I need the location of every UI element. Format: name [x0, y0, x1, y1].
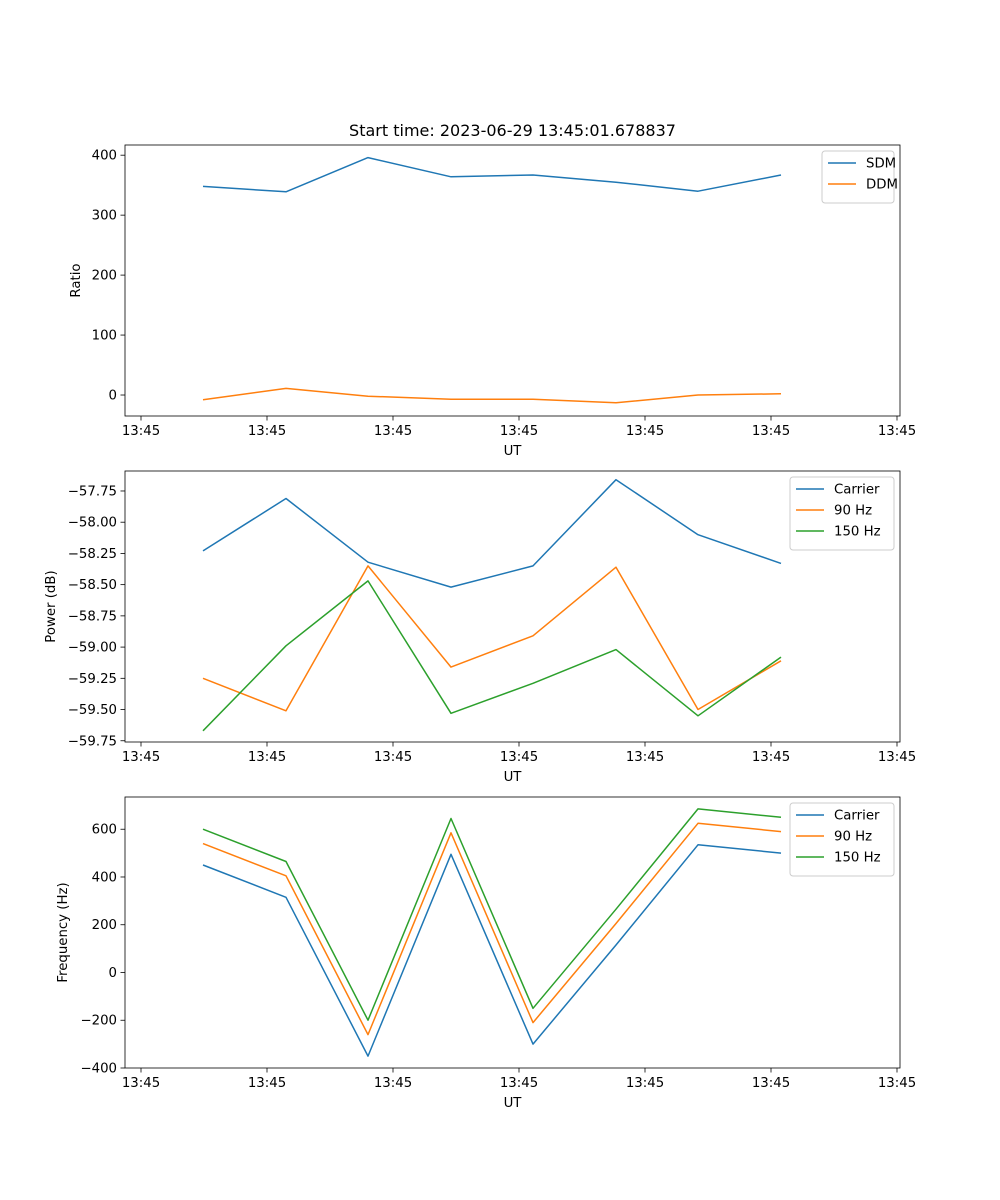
- x-tick-label: 13:45: [878, 750, 916, 765]
- y-tick-label: −59.75: [68, 734, 117, 749]
- y-tick-label: 200: [92, 269, 117, 284]
- x-tick-label: 13:45: [122, 1076, 160, 1091]
- series-line-150-hz: [202, 580, 782, 732]
- legend-entry: 90 Hz: [834, 504, 872, 519]
- x-tick-label: 13:45: [500, 1076, 538, 1091]
- y-tick-label: 600: [92, 823, 117, 838]
- y-tick-label: −57.75: [68, 484, 117, 499]
- subplot-3: 13:45 13:45 13:45 13:45 13:45 13:45 13:45 −400 −…: [56, 796, 916, 1111]
- y-tick-label: −58.50: [68, 578, 117, 593]
- y-tick-label: −200: [80, 1014, 117, 1029]
- legend-entry: Carrier: [834, 483, 880, 498]
- x-axis-label: UT: [504, 444, 523, 459]
- x-tick-label: 13:45: [752, 1076, 790, 1091]
- x-tick-label: 13:45: [752, 750, 790, 765]
- x-tick-label: 13:45: [122, 750, 160, 765]
- y-tick-label: 0: [109, 966, 117, 981]
- subplot-2: 13:45 13:45 13:45 13:45 13:45 13:45 13:45 −59.7…: [44, 470, 916, 785]
- chart-title: Start time: 2023-06-29 13:45:01.678837: [349, 121, 676, 140]
- legend: Carrier 90 Hz 150 Hz: [789, 802, 895, 877]
- x-tick-label: 13:45: [374, 424, 412, 439]
- x-tick-label: 13:45: [248, 750, 286, 765]
- series-line-sdm: [202, 156, 782, 193]
- y-tick-label: 200: [92, 918, 117, 933]
- y-tick-label: 300: [92, 209, 117, 224]
- y-axis-label: Frequency (Hz): [56, 882, 71, 982]
- y-axis-label: Power (dB): [44, 570, 59, 642]
- series-line-90-hz: [202, 565, 782, 712]
- legend: Carrier 90 Hz 150 Hz: [789, 476, 895, 551]
- series-line-150-hz: [202, 808, 782, 1021]
- x-tick-label: 13:45: [248, 424, 286, 439]
- y-tick-label: −58.75: [68, 609, 117, 624]
- x-tick-label: 13:45: [500, 424, 538, 439]
- y-axis-label: Ratio: [69, 263, 84, 297]
- y-tick-label: −400: [80, 1062, 117, 1077]
- axes-frame: [124, 796, 901, 1069]
- x-tick-label: 13:45: [122, 424, 160, 439]
- y-tick-label: 0: [109, 389, 117, 404]
- legend-entry: 150 Hz: [834, 851, 881, 866]
- y-tick-label: −58.25: [68, 547, 117, 562]
- legend-entry: DDM: [866, 178, 898, 193]
- legend-entry: 150 Hz: [834, 525, 881, 540]
- series-line-90-hz: [202, 822, 782, 1036]
- legend-entry: Carrier: [834, 809, 880, 824]
- y-tick-label: −59.25: [68, 672, 117, 687]
- y-tick-label: 400: [92, 870, 117, 885]
- x-tick-label: 13:45: [626, 1076, 664, 1091]
- x-axis-label: UT: [504, 1096, 523, 1111]
- y-tick-label: −59.50: [68, 703, 117, 718]
- y-tick-label: −59.00: [68, 641, 117, 656]
- x-axis-label: UT: [504, 770, 523, 785]
- x-tick-label: 13:45: [878, 1076, 916, 1091]
- series-line-carrier: [202, 478, 782, 588]
- series-line-ddm: [202, 387, 782, 404]
- x-tick-label: 13:45: [878, 424, 916, 439]
- x-tick-label: 13:45: [500, 750, 538, 765]
- axes-frame: [124, 470, 901, 743]
- x-tick-label: 13:45: [374, 1076, 412, 1091]
- y-tick-label: 100: [92, 329, 117, 344]
- axes-frame: [124, 144, 901, 417]
- x-tick-label: 13:45: [752, 424, 790, 439]
- x-tick-label: 13:45: [626, 424, 664, 439]
- series-line-carrier: [202, 844, 782, 1057]
- legend-box: [821, 150, 895, 204]
- x-tick-label: 13:45: [248, 1076, 286, 1091]
- subplot-1: 13:45 13:45 13:45 13:45 13:45 13:45 13:45 0 100 2…: [69, 144, 916, 459]
- legend-entry: 90 Hz: [834, 830, 872, 845]
- legend: SDM DDM: [821, 150, 898, 204]
- legend-entry: SDM: [866, 157, 896, 172]
- y-tick-label: −58.00: [68, 516, 117, 531]
- x-tick-label: 13:45: [374, 750, 412, 765]
- y-tick-label: 400: [92, 149, 117, 164]
- x-tick-label: 13:45: [626, 750, 664, 765]
- subplots: 13:45 13:45 13:45 13:45 13:45 13:45 13:45 0 100 2…: [44, 144, 916, 1111]
